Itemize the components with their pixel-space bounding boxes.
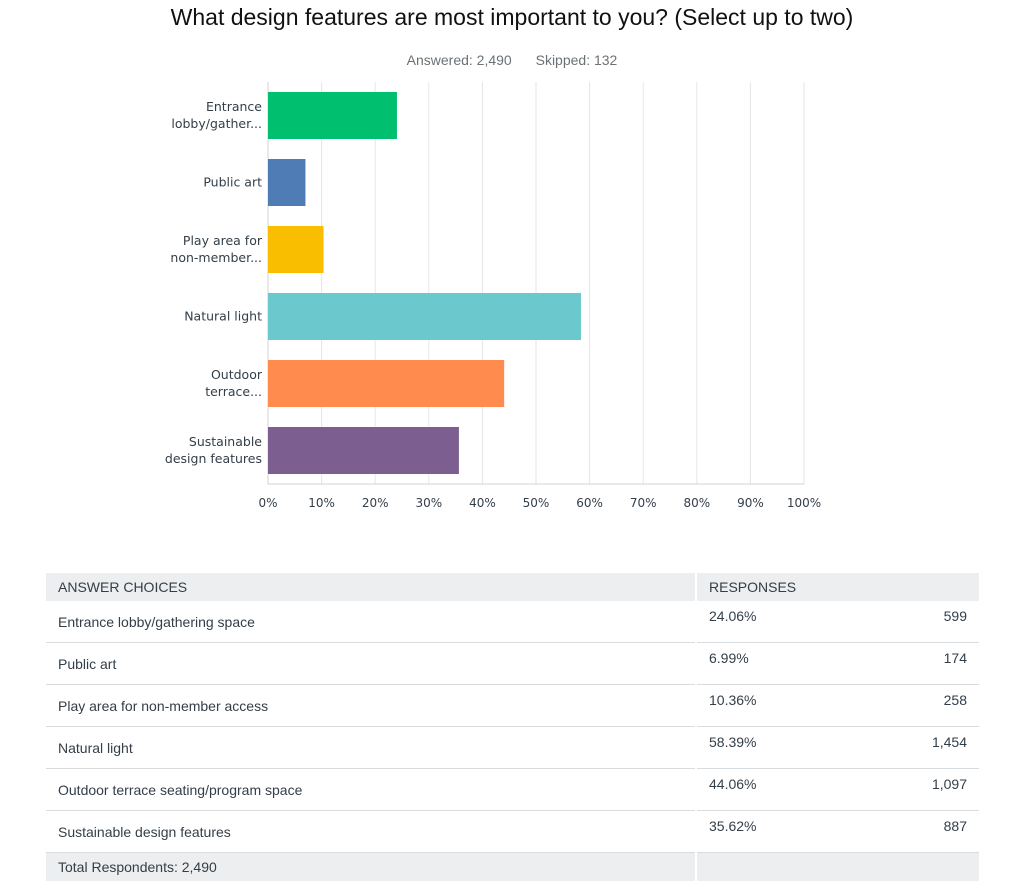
x-tick-label: 50% [523,496,550,510]
answer-choice: Play area for non-member access [46,685,696,727]
answer-choice: Sustainable design features [46,811,696,853]
response-percent: 6.99% [709,650,749,666]
answer-choice: Entrance lobby/gathering space [46,601,696,643]
total-row: Total Respondents: 2,490 [46,853,979,881]
table-row: Sustainable design features 35.62% 887 [46,811,979,853]
answer-choice: Public art [46,643,696,685]
x-tick-label: 60% [576,496,603,510]
x-tick-label: 40% [469,496,496,510]
response-cell: 35.62% 887 [696,811,979,853]
x-tick-label: 100% [787,496,821,510]
bar [268,92,397,139]
category-label: Sustainable [189,434,262,449]
category-label: non-member... [170,250,262,265]
response-percent: 35.62% [709,818,756,834]
response-count: 258 [944,692,967,708]
x-tick-label: 30% [415,496,442,510]
total-empty-cell [696,853,979,881]
table-row: Play area for non-member access 10.36% 25… [46,685,979,727]
bar [268,159,305,206]
x-tick-label: 90% [737,496,764,510]
x-tick-label: 0% [258,496,277,510]
bar [268,226,324,273]
table-row: Entrance lobby/gathering space 24.06% 599 [46,601,979,643]
category-label: Public art [203,175,262,190]
category-label: Entrance [206,99,262,114]
category-label: Play area for [183,233,263,248]
response-count: 599 [944,608,967,624]
total-respondents: Total Respondents: 2,490 [46,853,696,881]
response-count: 1,097 [932,776,967,792]
response-cell: 58.39% 1,454 [696,727,979,769]
responses-header: RESPONSES [696,573,979,601]
x-tick-label: 70% [630,496,657,510]
category-label: lobby/gather... [171,116,262,131]
bar [268,360,504,407]
bar [268,427,459,474]
responses-table: ANSWER CHOICES RESPONSES Entrance lobby/… [46,573,979,881]
table-row: Outdoor terrace seating/program space 44… [46,769,979,811]
category-label: terrace... [205,384,262,399]
response-percent: 24.06% [709,608,756,624]
answer-choice: Outdoor terrace seating/program space [46,769,696,811]
category-label: design features [165,451,262,466]
x-tick-label: 80% [683,496,710,510]
x-tick-label: 20% [362,496,389,510]
response-percent: 58.39% [709,734,756,750]
bar [268,293,581,340]
response-count: 174 [944,650,967,666]
bar-chart: 0% 10% 20% 30% 40% 50% 60% 70% 80% 90% 100% Entranc… [0,0,1024,540]
answer-choice: Natural light [46,727,696,769]
table-header-row: ANSWER CHOICES RESPONSES [46,573,979,601]
response-cell: 24.06% 599 [696,601,979,643]
table-row: Public art 6.99% 174 [46,643,979,685]
category-label: Natural light [184,309,262,324]
response-count: 1,454 [932,734,967,750]
response-cell: 6.99% 174 [696,643,979,685]
response-cell: 10.36% 258 [696,685,979,727]
category-label: Outdoor [211,367,263,382]
response-cell: 44.06% 1,097 [696,769,979,811]
response-percent: 10.36% [709,692,756,708]
x-tick-label: 10% [308,496,335,510]
table-row: Natural light 58.39% 1,454 [46,727,979,769]
response-percent: 44.06% [709,776,756,792]
response-count: 887 [944,818,967,834]
answer-choices-header: ANSWER CHOICES [46,573,696,601]
